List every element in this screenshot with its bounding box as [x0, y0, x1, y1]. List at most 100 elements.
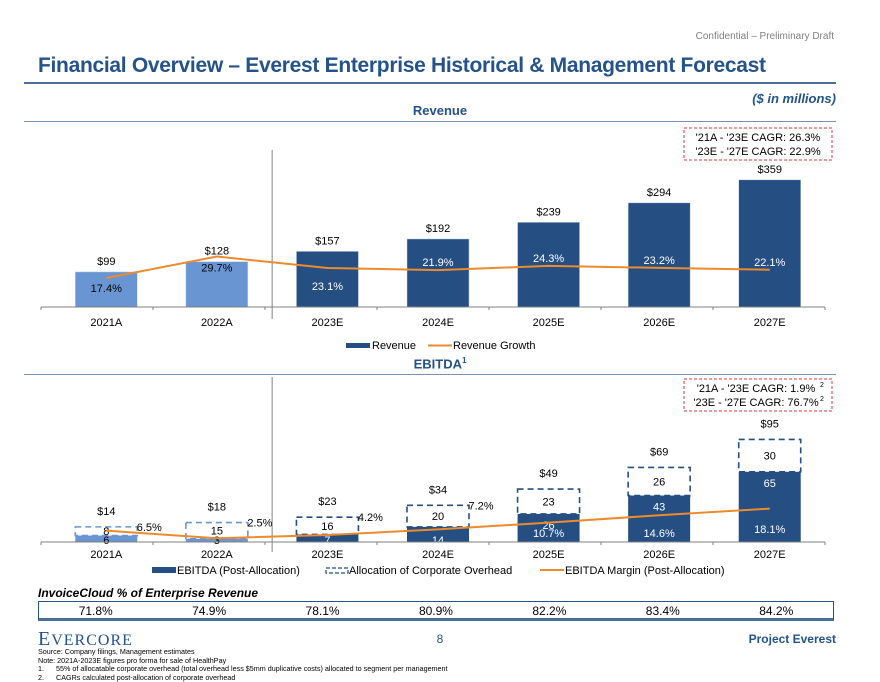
overhead-allocation-box: [74, 526, 139, 537]
x-tick-label: 2026E: [643, 317, 675, 329]
legend-label: Allocation of Corporate Overhead: [349, 565, 512, 577]
ebitda-total-label: $95: [761, 418, 779, 430]
ebitda-value-label: 3: [214, 535, 220, 547]
overhead-value-label: 26: [653, 477, 665, 489]
overhead-value-label: 30: [764, 451, 776, 463]
x-tick-label: 2021A: [90, 549, 122, 561]
x-tick-label: 2025E: [533, 317, 565, 329]
revenue-chart-title: Revenue: [412, 103, 468, 118]
confidential-label: Confidential – Preliminary Draft: [695, 31, 834, 42]
revenue-growth-label: 24.3%: [533, 253, 564, 265]
ebitda-footnote-ref: 1: [461, 356, 467, 365]
x-tick-label: 2024E: [422, 549, 454, 561]
ebitda-value-label: 6: [103, 535, 109, 547]
legend-swatch-overhead: [325, 567, 349, 574]
overhead-allocation-box: [737, 438, 802, 473]
revenue-value-label: $239: [536, 206, 560, 218]
revenue-bar: [627, 202, 691, 308]
overhead-allocation-box: [406, 504, 470, 528]
overhead-value-label: 16: [321, 521, 333, 533]
overhead-allocation-box: [185, 521, 249, 540]
overhead-value-label: 20: [432, 511, 444, 523]
x-tick-label: 2022A: [201, 549, 233, 561]
footnote-2: 2. CAGRs calculated post-allocation of co…: [38, 672, 236, 682]
x-tick-label: 2025E: [533, 549, 565, 561]
legend-label: Revenue Growth: [453, 340, 536, 352]
revenue-growth-line: [106, 255, 770, 279]
revenue-value-label: $99: [97, 256, 115, 268]
revenue-bar: [185, 261, 249, 308]
x-tick-label: 2022A: [201, 317, 233, 329]
title-divider: [24, 82, 836, 84]
revenue-chart: $99 2021A $128 2022A $157 2023E $192 2024E $239 2…: [40, 127, 833, 352]
ebitda-chart: 86 $14 2021A 153 $18 2022A 16 7 $23 2023E 20 14 $34 2…: [40, 377, 833, 577]
ebitda-value-label: 65: [764, 478, 776, 490]
x-tick-label: 2026E: [643, 549, 675, 561]
ebitda-margin-label: 18.1%: [754, 524, 785, 536]
invoicecloud-cell: 80.9%: [418, 604, 453, 618]
x-tick-label: 2023E: [312, 549, 344, 561]
revenue-value-label: $359: [757, 164, 781, 176]
x-tick-label: 2027E: [754, 549, 786, 561]
revenue-value-label: $157: [315, 235, 339, 247]
ebitda-bar: [738, 471, 801, 542]
ebitda-chart-title: EBITDA1: [413, 356, 467, 372]
ebitda-margin-line: [106, 507, 770, 540]
ebitda-total-label: $18: [208, 502, 226, 514]
general-note: Note: 2021A-2023E figures pro forma for …: [38, 655, 227, 665]
ebitda-margin-label: 14.6%: [644, 528, 675, 540]
page-title: Financial Overview – Everest Enterprise …: [38, 54, 766, 77]
ebitda-total-label: $23: [318, 496, 336, 508]
cagr-text: '21A - '23E CAGR: 26.3%: [696, 132, 821, 144]
overhead-value-label: 8: [103, 526, 109, 538]
ebitda-divider: [24, 374, 836, 375]
ebitda-margin-label: 6.5%: [137, 522, 162, 534]
ebitda-bar: [517, 513, 580, 542]
evercore-logo: EVERCORE: [38, 628, 133, 650]
ebitda-margin-label: 7.2%: [468, 500, 493, 512]
overhead-allocation-box: [516, 488, 581, 515]
revenue-divider: [24, 121, 836, 122]
ebitda-margin-label: 2.5%: [247, 518, 272, 530]
revenue-growth-label: 29.7%: [201, 262, 232, 274]
invoicecloud-title: InvoiceCloud % of Enterprise Revenue: [38, 586, 259, 600]
legend-label: EBITDA Margin (Post-Allocation): [565, 565, 725, 577]
revenue-value-label: $128: [205, 246, 229, 258]
invoicecloud-cell: 78.1%: [305, 604, 340, 618]
x-tick-label: 2021A: [90, 317, 122, 329]
footnote-1: 1. 55% of allocatable corporate overhead …: [38, 664, 448, 674]
revenue-bar: [296, 251, 359, 308]
ebitda-bar: [185, 538, 248, 542]
ebitda-total-label: $34: [429, 484, 447, 496]
revenue-growth-label: 23.2%: [644, 255, 675, 267]
ebitda-value-label: 43: [653, 502, 665, 514]
invoicecloud-cell: 83.4%: [645, 604, 680, 618]
project-name: Project Everest: [748, 632, 836, 646]
ebitda-margin-label: 4.2%: [358, 512, 383, 524]
cagr-text: '21A - '23E CAGR: 1.9%: [697, 383, 816, 395]
revenue-bar: [517, 222, 580, 308]
ebitda-margin-label: 10.7%: [533, 528, 564, 540]
source-note: Source: Company filings, Management esti…: [38, 647, 195, 656]
invoicecloud-table: 71.8% 74.9% 78.1% 80.9% 82.2% 83.4% 84.2…: [38, 601, 834, 621]
legend-label: Revenue: [372, 340, 416, 352]
legend-swatch-revenue: [346, 343, 370, 348]
ebitda-total-label: $69: [650, 446, 668, 458]
ebitda-value-label: 7: [324, 535, 330, 547]
ebitda-total-label: $14: [97, 506, 115, 518]
x-tick-label: 2027E: [754, 317, 786, 329]
x-tick-label: 2024E: [422, 317, 454, 329]
revenue-growth-label: 17.4%: [91, 283, 122, 295]
revenue-value-label: $192: [426, 223, 450, 235]
revenue-value-label: $294: [647, 187, 671, 199]
cagr-footnote-ref: 2: [820, 396, 824, 403]
invoicecloud-cell: 74.9%: [192, 604, 227, 618]
ebitda-bar: [628, 495, 691, 542]
revenue-growth-label: 23.1%: [312, 281, 343, 293]
ebitda-bar: [296, 534, 359, 542]
page-number: 8: [436, 632, 444, 646]
overhead-allocation-box: [627, 466, 691, 497]
revenue-bar: [406, 238, 470, 308]
x-tick-label: 2023E: [312, 317, 344, 329]
cagr-text: '23E - '27E CAGR: 76.7%: [693, 397, 818, 409]
